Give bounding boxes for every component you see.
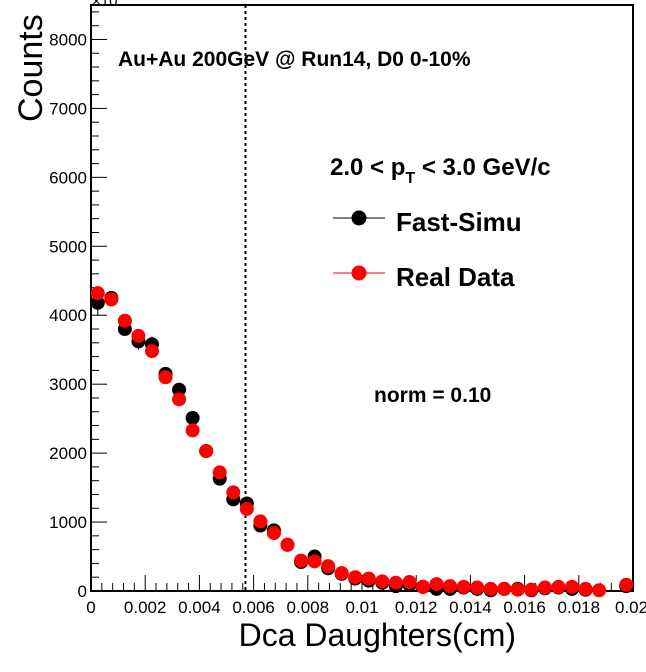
data-point — [578, 581, 593, 596]
data-point — [226, 485, 241, 500]
y-axis-title: Counts — [12, 14, 50, 122]
y-axis-ticks: 0 1000 2000 3000 4000 5000 6000 7000 8000 — [49, 11, 107, 601]
data-point — [131, 328, 146, 343]
data-point — [551, 579, 566, 594]
data-point — [510, 582, 525, 597]
x-tick-label: 0.016 — [503, 598, 546, 617]
y-tick-label: 4000 — [49, 306, 87, 325]
data-point — [334, 566, 349, 581]
plot-frame — [90, 4, 634, 592]
x-axis-ticks: 0 0.002 0.004 0.006 0.008 0.01 0.012 0.014 0.016… — [86, 575, 646, 617]
data-point — [429, 577, 444, 592]
legend: Fast-Simu Real Data — [333, 207, 522, 292]
data-point — [402, 575, 417, 590]
data-point — [158, 370, 173, 385]
data-point — [185, 423, 200, 438]
data-point — [266, 526, 281, 541]
data-point — [388, 575, 403, 590]
data-point — [483, 581, 498, 596]
legend-label-fast-simu: Fast-Simu — [396, 207, 522, 237]
legend-marker-fast-simu — [351, 210, 367, 226]
data-point — [375, 574, 390, 589]
data-point — [443, 579, 458, 594]
x-tick-label: 0.014 — [449, 598, 492, 617]
data-point — [294, 553, 309, 568]
x-tick-label: 0.006 — [232, 598, 275, 617]
data-point — [361, 571, 376, 586]
y-tick-label: 8000 — [49, 30, 87, 49]
pt-range-label: 2.0 < pT < 3.0 GeV/c — [330, 154, 551, 187]
x-tick-label: 0.01 — [345, 598, 378, 617]
data-point — [321, 559, 336, 574]
legend-marker-real-data — [351, 265, 367, 281]
data-point — [144, 344, 159, 359]
data-point — [307, 554, 322, 569]
x-tick-label: 0.018 — [558, 598, 601, 617]
series-real-data — [90, 286, 634, 598]
data-point — [619, 577, 634, 592]
x-tick-label: 0.002 — [124, 598, 167, 617]
y-exponent-label: ×10 — [92, 0, 117, 10]
data-point — [199, 444, 214, 459]
norm-label: norm = 0.10 — [374, 384, 491, 407]
data-point — [537, 580, 552, 595]
legend-label-real-data: Real Data — [396, 262, 515, 292]
y-tick-label: 5000 — [49, 237, 87, 256]
y-tick-label: 1000 — [49, 513, 87, 532]
data-point — [348, 570, 363, 585]
data-point — [470, 580, 485, 595]
data-point — [565, 579, 580, 594]
x-tick-label: 0.02 — [615, 598, 646, 617]
y-tick-label: 2000 — [49, 444, 87, 463]
data-point — [172, 382, 187, 397]
data-point — [253, 514, 268, 529]
data-point — [415, 579, 430, 594]
x-tick-label: 0.012 — [395, 598, 438, 617]
x-tick-label: 0 — [86, 598, 95, 617]
y-tick-label: 7000 — [49, 99, 87, 118]
data-point — [239, 501, 254, 516]
data-point — [104, 292, 119, 307]
data-point — [592, 583, 607, 598]
data-point — [117, 313, 132, 328]
data-point — [90, 295, 105, 310]
data-point — [212, 465, 227, 480]
x-tick-label: 0.004 — [178, 598, 221, 617]
data-point — [497, 581, 512, 596]
chart-title: Au+Au 200GeV @ Run14, D0 0-10% — [118, 48, 471, 71]
y-tick-label: 6000 — [49, 168, 87, 187]
data-point — [172, 392, 187, 407]
data-point — [456, 579, 471, 594]
x-axis-title: Dca Daughters(cm) — [239, 617, 516, 653]
data-point — [524, 582, 539, 597]
series-fast-simu — [90, 289, 634, 598]
data-point — [280, 537, 295, 552]
y-tick-label: 3000 — [49, 375, 87, 394]
y-tick-label: 0 — [78, 582, 87, 601]
x-tick-label: 0.008 — [287, 598, 330, 617]
data-point — [90, 286, 105, 301]
data-point — [185, 410, 200, 425]
